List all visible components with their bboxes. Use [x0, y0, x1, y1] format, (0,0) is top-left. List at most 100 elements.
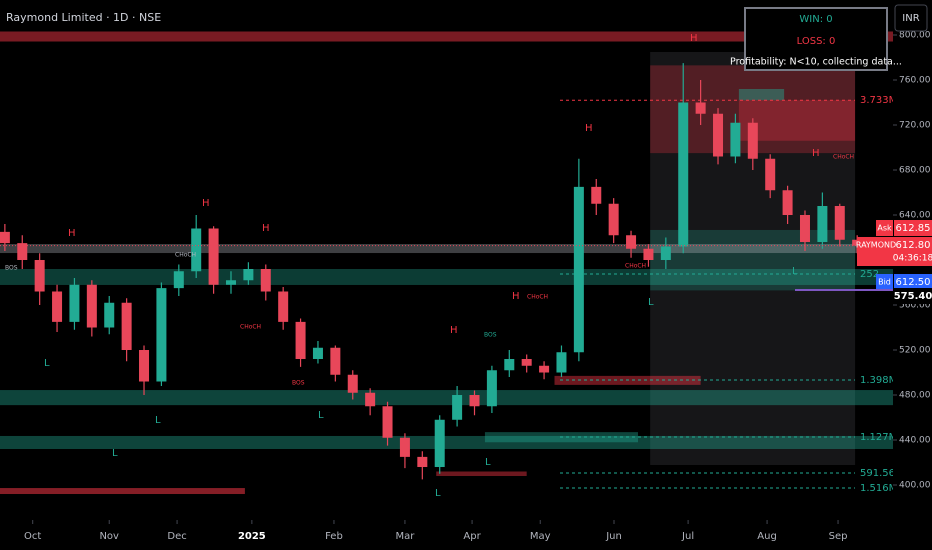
low-label: L — [318, 410, 324, 421]
low-label: L — [44, 358, 50, 369]
ask-tag — [894, 220, 932, 236]
bos-label: BOS — [484, 332, 497, 339]
candle-body — [417, 456, 428, 468]
zone — [738, 88, 785, 101]
candle-body — [139, 350, 150, 382]
currency-button[interactable] — [894, 4, 928, 32]
countdown: 04:36:18 — [893, 254, 932, 264]
x-tick-label: Oct — [24, 531, 41, 542]
candle-body — [121, 302, 132, 351]
candle-body — [382, 406, 393, 438]
candle-body — [34, 260, 45, 292]
choch-label: CHoCH — [175, 252, 196, 259]
x-tick-label: Mar — [395, 531, 415, 542]
candle-body — [521, 359, 532, 366]
candle-body — [608, 203, 619, 236]
low-label: L — [485, 457, 491, 468]
candle-body — [834, 205, 845, 240]
y-tick-label: 760.00 — [899, 75, 931, 85]
candle-body — [312, 347, 323, 360]
candle-body — [191, 228, 202, 272]
loss-count: LOSS: 0 — [797, 36, 836, 47]
candle-body — [0, 231, 10, 244]
x-tick-label: 2025 — [238, 531, 266, 542]
candle-body — [678, 102, 689, 247]
bid-tag — [894, 274, 932, 290]
level-label: 1.516M (3 — [860, 483, 911, 494]
bid-price: 612.50 — [896, 277, 931, 288]
y-tick-label: 800.00 — [899, 30, 931, 40]
last-price: 612.80 — [896, 240, 931, 251]
candle-body — [17, 243, 28, 260]
zone — [0, 269, 893, 285]
candle-body — [156, 288, 167, 382]
levels-layer: 3.733M (1 252. 1.398M (2 1.127M (2 591.567K 1… — [560, 95, 911, 494]
level-price: 575.40 — [894, 291, 932, 302]
currency[interactable]: INR — [902, 13, 919, 24]
stats-box: WIN: 0 LOSS: 0 Profitability: N<10, coll… — [730, 7, 902, 71]
candle-body — [347, 374, 358, 393]
candle-body — [817, 205, 828, 242]
low-label: L — [112, 448, 118, 459]
choch-label: CHoCH — [625, 263, 646, 270]
candle-body — [243, 269, 254, 281]
last-tag — [857, 237, 932, 266]
x-tick-label: Aug — [757, 531, 777, 542]
candle-body — [591, 186, 602, 204]
level-label: 1.398M (2 — [860, 375, 911, 386]
high-label: H — [202, 198, 210, 209]
y-tick-label: 680.00 — [899, 165, 931, 175]
level-label: 1.127M (2 — [860, 432, 911, 443]
bos-label: BOS — [292, 380, 305, 387]
level-label: 252. — [860, 269, 882, 280]
candle-body — [626, 235, 637, 249]
profitability: Profitability: N<10, collecting data... — [730, 57, 902, 68]
price-tags: Ask 612.85 RAYMOND 612.80 04:36:18 Bid 6… — [795, 220, 932, 304]
candle-body — [278, 291, 289, 322]
low-label: L — [792, 266, 798, 277]
y-tick-label: 640.00 — [899, 210, 931, 220]
candle-body — [469, 395, 480, 407]
high-label: H — [512, 291, 520, 302]
high-label: H — [690, 33, 698, 44]
low-label: L — [435, 488, 441, 499]
bos-label: BOS — [5, 265, 18, 272]
zone — [0, 31, 893, 42]
candle-body — [225, 280, 236, 285]
candle-body — [452, 395, 463, 420]
y-tick-label: 440.00 — [899, 436, 931, 446]
candle-body — [486, 370, 497, 407]
x-tick-label: Dec — [167, 531, 186, 542]
y-tick-label: 520.00 — [899, 346, 931, 356]
x-tick-label: May — [530, 531, 551, 542]
ask-label: Ask — [877, 224, 892, 233]
choch-label: CHoCH — [240, 324, 261, 331]
candle-body — [695, 102, 706, 114]
low-label: L — [648, 297, 654, 308]
bid-tag — [876, 274, 893, 290]
high-label: H — [585, 123, 593, 134]
candle-body — [713, 113, 724, 157]
x-tick-label: Nov — [99, 531, 119, 542]
candle-body — [660, 246, 671, 260]
level-tag — [894, 288, 932, 304]
choch-label: CHoCH — [527, 294, 548, 301]
symbol: RAYMOND — [856, 241, 896, 250]
zone — [0, 244, 893, 254]
candle-body — [747, 122, 758, 159]
ask-tag — [876, 220, 893, 236]
candle-body — [434, 419, 445, 468]
candle-body — [260, 269, 271, 292]
candle-body — [69, 284, 80, 322]
candle-body — [86, 284, 97, 328]
x-tick-label: Sep — [829, 531, 848, 542]
candle-body — [539, 365, 550, 373]
choch-label: CHoCH — [833, 154, 854, 161]
y-tick-label: 480.00 — [899, 391, 931, 401]
x-axis-panel — [0, 520, 932, 550]
win-count: WIN: 0 — [799, 14, 832, 25]
candle-body — [365, 392, 376, 407]
y-tick-label: 720.00 — [899, 120, 931, 130]
zone — [436, 471, 527, 477]
